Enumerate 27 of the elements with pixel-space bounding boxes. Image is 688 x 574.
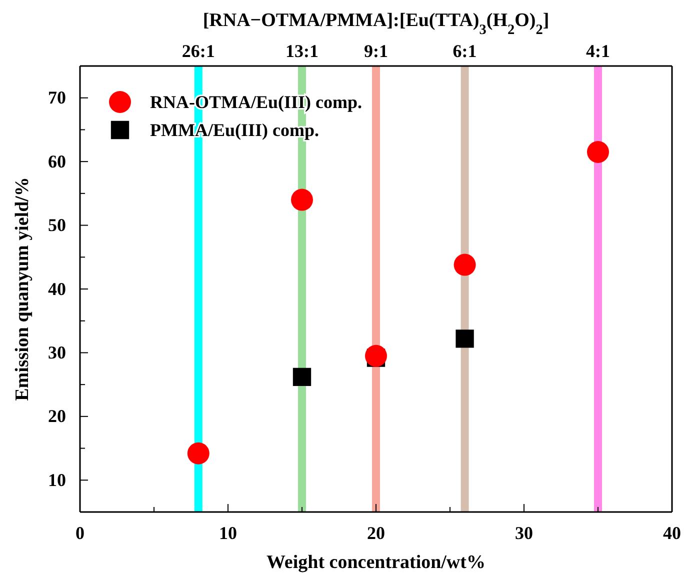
point bbox=[454, 254, 476, 276]
x-tick-label: 10 bbox=[219, 522, 237, 543]
point bbox=[292, 368, 312, 386]
chart-title: [RNA−OTMA/PMMA]:[Eu(TTA)$_{3}$(H$_{2}$O)$_{2}$] bbox=[202, 10, 550, 38]
x-tick-label: 40 bbox=[663, 522, 681, 543]
y-tick-label: 20 bbox=[48, 406, 66, 426]
text: 26:1 bbox=[182, 41, 215, 61]
text: 13:1 bbox=[286, 41, 318, 61]
y-tick-label: 50 bbox=[48, 215, 66, 236]
y-tick-label: 70 bbox=[48, 88, 66, 108]
text: 4:1 bbox=[586, 41, 610, 61]
y-axis-title: Emission quanyum yield/% bbox=[12, 177, 33, 401]
y-tick-label: 60 bbox=[48, 151, 66, 172]
point bbox=[587, 141, 609, 163]
text: 6:1 bbox=[452, 41, 477, 61]
y-tick-label: 10 bbox=[48, 470, 66, 490]
x-tick-label: 0 bbox=[76, 522, 84, 543]
text: 9:1 bbox=[364, 41, 388, 61]
y-tick-label: 40 bbox=[48, 278, 66, 299]
x-tick-label: 30 bbox=[515, 522, 533, 543]
point bbox=[365, 344, 387, 367]
y-tick-label: 30 bbox=[48, 342, 66, 362]
point bbox=[187, 442, 210, 464]
x-axis-title: Weight concentration/wt% bbox=[266, 552, 486, 573]
x-tick-label: 20 bbox=[367, 522, 385, 543]
point bbox=[291, 188, 313, 211]
point bbox=[456, 330, 474, 348]
